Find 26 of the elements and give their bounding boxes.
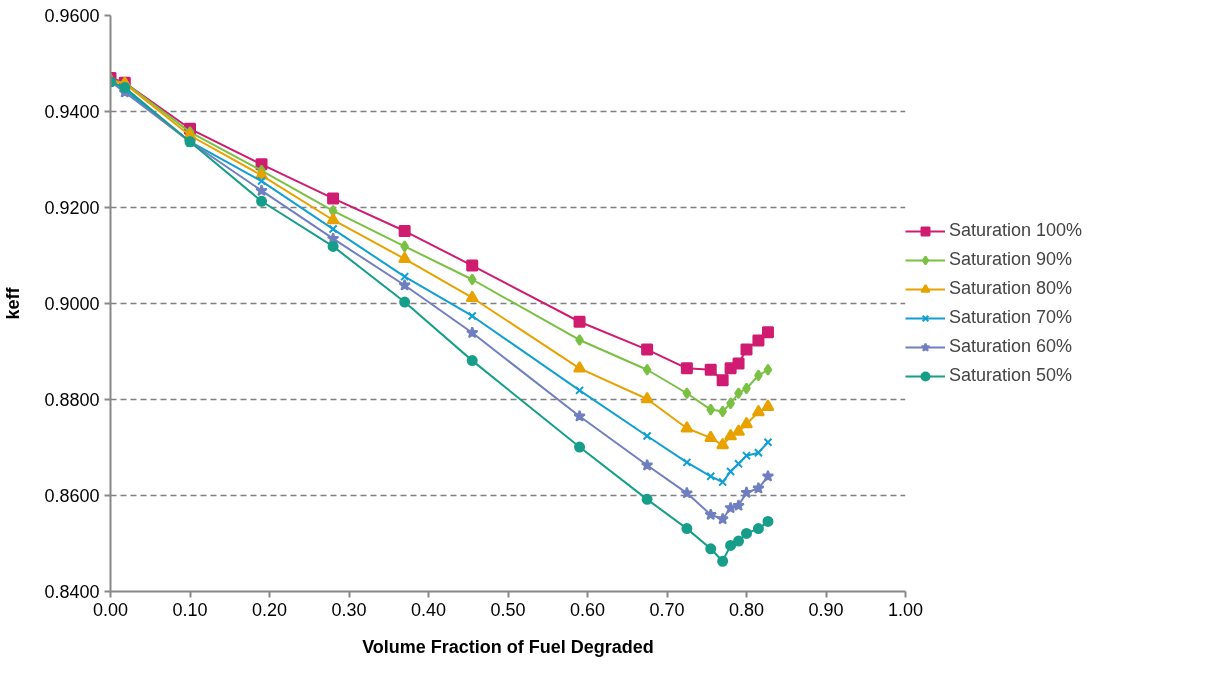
legend-label: Saturation 60% [949,336,1073,357]
x-tick-label: 0.20 [251,599,288,620]
x-tick-label: 0.90 [808,599,844,620]
x-axis-title: Volume Fraction of Fuel Degraded [362,636,654,657]
x-tick-label: 0.30 [331,599,367,620]
legend-label: Saturation 50% [949,365,1073,386]
y-axis-title: keff [3,286,24,320]
legend-label: Saturation 90% [949,249,1073,270]
x-tick-label: 0.40 [410,599,447,620]
x-tick-label: 0.00 [92,599,129,620]
x-tick-label: 1.00 [887,599,924,620]
y-tick-label: 0.8800 [44,390,100,410]
y-tick-label: 0.8600 [44,486,100,506]
x-tick-label: 0.60 [569,599,606,620]
y-tick-label: 0.8400 [44,582,100,602]
x-tick-label: 0.70 [649,599,685,620]
legend-label: Saturation 100% [949,220,1083,241]
x-tick-label: 0.50 [490,599,526,620]
y-tick-label: 0.9600 [44,6,100,26]
y-tick-label: 0.9000 [44,294,100,314]
legend-label: Saturation 80% [949,278,1073,299]
y-tick-label: 0.9200 [44,198,100,218]
x-tick-label: 0.10 [172,599,208,620]
x-tick-label: 0.80 [728,599,765,620]
legend-label: Saturation 70% [949,307,1073,328]
y-tick-label: 0.9400 [44,102,100,122]
